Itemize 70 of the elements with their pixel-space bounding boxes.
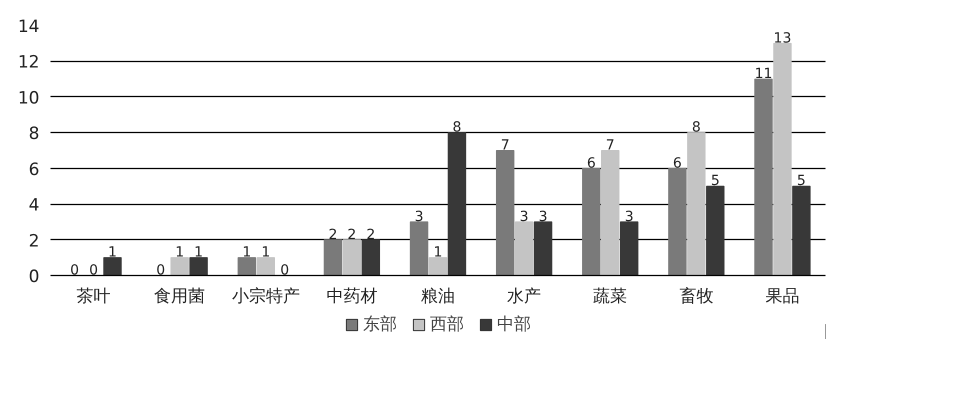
bar <box>362 239 380 276</box>
data-label: 1 <box>242 244 252 261</box>
bar <box>792 186 811 276</box>
y-tick-label: 6 <box>28 160 40 180</box>
bar <box>170 257 189 276</box>
legend-label: 西部 <box>430 314 464 336</box>
bar <box>324 239 342 276</box>
data-label: 5 <box>710 173 720 190</box>
bar <box>496 150 514 276</box>
x-tick-label: 蔬菜 <box>593 286 628 306</box>
x-tick-label: 果品 <box>765 286 800 306</box>
data-label: 7 <box>606 138 615 154</box>
x-tick-label: 畜牧 <box>679 286 714 306</box>
data-label: 0 <box>156 262 166 278</box>
data-label: 1 <box>194 244 204 261</box>
data-label: 0 <box>70 262 80 278</box>
data-label: 8 <box>452 120 462 136</box>
y-tick-label: 12 <box>18 52 40 73</box>
data-label: 2 <box>347 226 356 243</box>
x-tick-label: 小宗特产 <box>232 286 300 306</box>
y-tick-label: 10 <box>18 88 40 108</box>
data-label: 1 <box>261 244 270 261</box>
x-tick-label: 食用菌 <box>154 286 206 306</box>
bar <box>534 221 552 276</box>
data-label: 3 <box>538 208 548 225</box>
bar <box>687 132 706 276</box>
y-tick-label: 4 <box>28 196 40 216</box>
data-label: 6 <box>672 155 682 172</box>
x-tick-label: 粮油 <box>421 286 455 306</box>
bar <box>706 186 724 276</box>
data-label: 2 <box>328 226 338 243</box>
y-tick-label: 0 <box>28 267 40 287</box>
data-label: 6 <box>586 155 596 172</box>
data-label: 3 <box>624 208 634 225</box>
bar <box>238 257 256 276</box>
data-label: 13 <box>774 30 792 46</box>
bar <box>189 257 208 276</box>
data-label: 7 <box>500 138 510 154</box>
x-tick-label: 茶叶 <box>76 286 111 306</box>
bar <box>410 221 428 276</box>
data-label: 5 <box>796 173 806 190</box>
data-label: 8 <box>692 120 701 136</box>
bar <box>448 132 466 276</box>
x-tick-label: 水产 <box>507 286 542 306</box>
bar <box>582 168 600 276</box>
y-tick-label: 14 <box>18 17 40 37</box>
legend-label: 东部 <box>363 314 397 336</box>
data-label: 3 <box>520 208 529 225</box>
bar <box>514 221 534 276</box>
data-label: 2 <box>366 226 376 243</box>
bar <box>620 221 638 276</box>
bar <box>256 257 275 276</box>
data-label: 11 <box>754 66 772 82</box>
bar <box>668 168 687 276</box>
bar <box>428 257 448 276</box>
data-label: 0 <box>280 262 290 278</box>
data-label: 3 <box>414 208 424 225</box>
bar <box>103 257 122 276</box>
data-label: 0 <box>89 262 98 278</box>
y-tick-label: 8 <box>28 124 40 144</box>
bar <box>342 239 362 276</box>
data-label: 1 <box>434 244 442 261</box>
legend-label: 中部 <box>497 314 531 336</box>
bar <box>601 150 620 276</box>
bar <box>773 42 792 276</box>
data-label: 1 <box>175 244 184 261</box>
bar <box>754 78 773 276</box>
data-label: 1 <box>108 244 117 261</box>
y-tick-label: 2 <box>28 231 40 252</box>
x-tick-label: 中药材 <box>326 286 378 306</box>
